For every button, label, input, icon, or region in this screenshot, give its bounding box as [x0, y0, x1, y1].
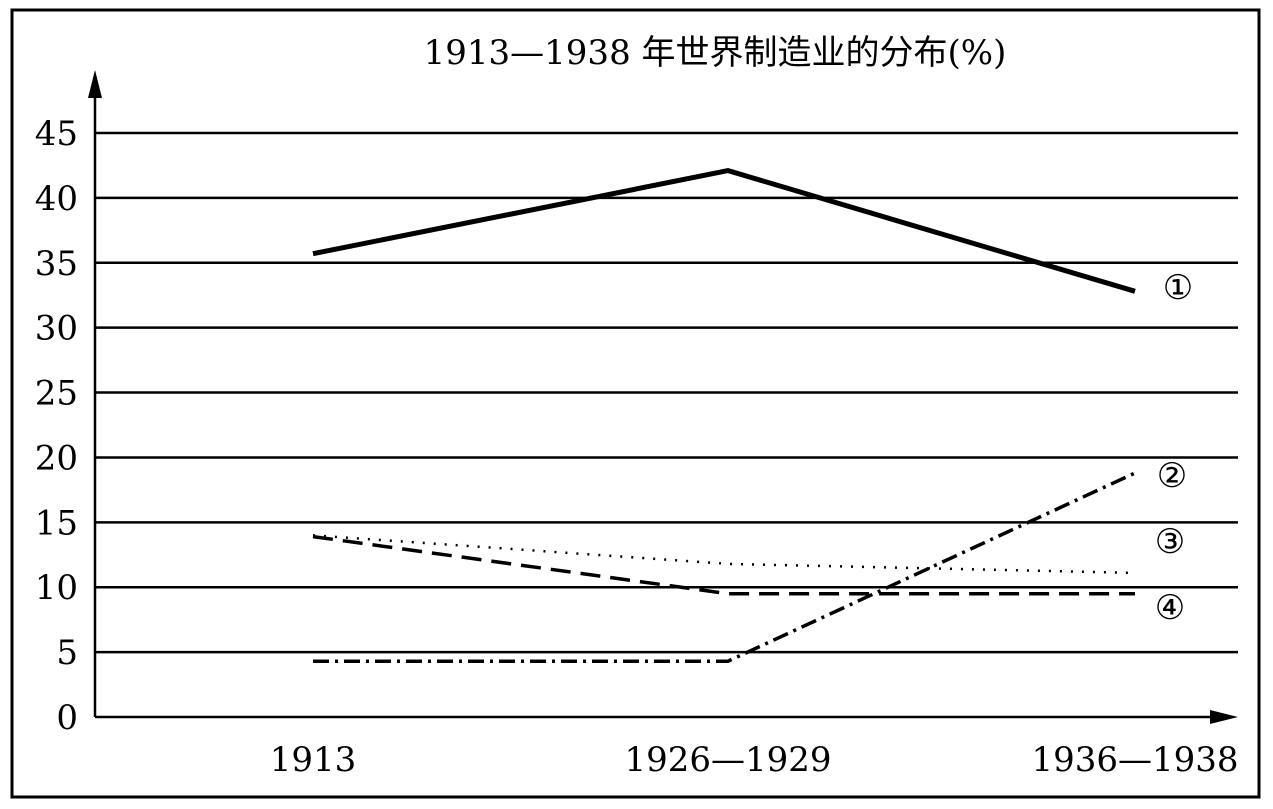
series-label-2: ②: [1157, 456, 1187, 496]
chart-border: [10, 8, 1261, 799]
series-labels: ① ② ③ ④: [1155, 268, 1193, 628]
series-line-1: [312, 168, 1136, 294]
x-tick-label-1: 1926—1929: [624, 740, 831, 780]
y-tick-label-25: 25: [35, 374, 78, 414]
x-tick-label-2: 1936—1938: [1031, 740, 1238, 780]
y-tick-label-15: 15: [35, 503, 78, 543]
gridlines: [95, 131, 1238, 654]
x-tick-label-0: 1913: [270, 740, 357, 780]
y-axis-arrow: [88, 70, 102, 98]
y-tick-label-20: 20: [35, 438, 78, 478]
series-label-1: ①: [1163, 268, 1193, 308]
axes: [88, 70, 1238, 724]
x-tick-labels: 1913 1926—1929 1936—1938: [270, 740, 1239, 780]
y-tick-label-40: 40: [35, 179, 78, 219]
y-tick-label-45: 45: [35, 114, 78, 154]
series-line-4: [312, 534, 1135, 596]
series-line-2: [313, 471, 1136, 663]
y-tick-label-35: 35: [35, 244, 78, 284]
series-label-4: ④: [1155, 588, 1185, 628]
y-tick-labels: 0 5 10 15 20 25 30 35 40 45: [35, 114, 78, 738]
x-axis-arrow: [1210, 710, 1238, 724]
series-lines: [312, 168, 1136, 663]
y-tick-label-30: 30: [35, 309, 78, 349]
y-tick-label-5: 5: [56, 633, 78, 673]
y-tick-label-10: 10: [35, 568, 78, 608]
chart-title: 1913—1938 年世界制造业的分布(%): [424, 33, 1007, 73]
series-label-3: ③: [1155, 522, 1185, 562]
y-tick-label-0: 0: [56, 698, 78, 738]
